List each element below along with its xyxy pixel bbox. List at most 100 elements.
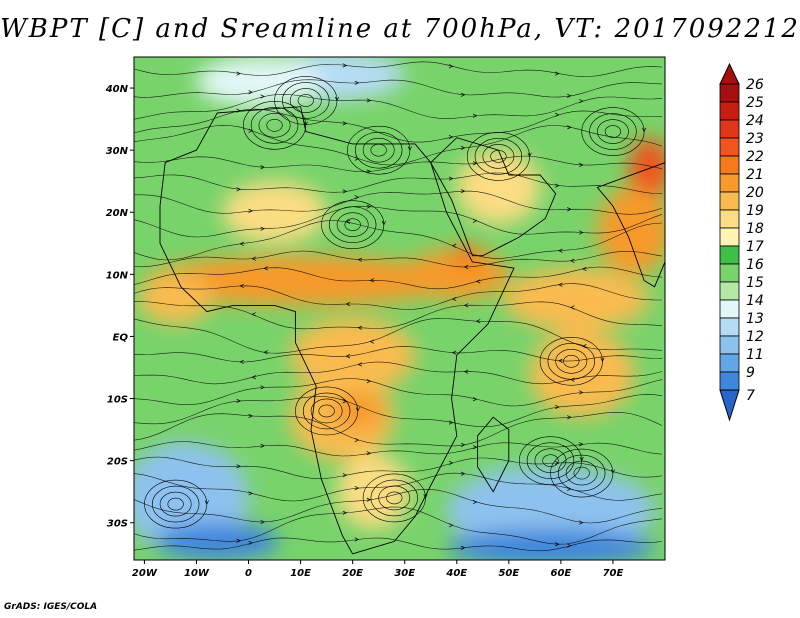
colorbar-label: 24 — [746, 113, 764, 129]
map-title: WBPT [C] and Sreamline at 700hPa, VT: 20… — [0, 14, 800, 44]
stream-arrow — [448, 523, 454, 528]
stream-arrow — [448, 460, 454, 466]
field-region-arabian-sea-warm — [503, 268, 650, 331]
stream-arrow — [263, 266, 268, 271]
stream-arrow — [579, 520, 584, 525]
stream-arrow — [569, 305, 575, 310]
lon-tick-label: 10W — [184, 568, 210, 579]
colorbar-swatch — [719, 299, 740, 319]
streamline-vortex — [482, 144, 515, 169]
stream-arrow — [357, 257, 363, 262]
streamline — [134, 346, 663, 363]
stream-arrow — [345, 354, 351, 359]
lon-tick-label: 20W — [132, 568, 158, 579]
stream-arrow — [451, 243, 457, 248]
colorbar-top-arrow — [719, 62, 740, 85]
coastline-madagascar — [477, 416, 510, 493]
colorbar-label: 18 — [746, 221, 764, 237]
stream-arrow — [567, 93, 572, 98]
streamline-vortex — [297, 94, 314, 107]
stream-arrow — [460, 442, 466, 447]
grads-credit: GrADS: IGES/COLA — [4, 602, 98, 612]
stream-arrow — [460, 145, 466, 150]
lat-tick-label: 20S — [107, 457, 128, 468]
stream-arrow — [239, 359, 244, 364]
colorbar-label: 20 — [746, 185, 764, 201]
colorbar-label: 23 — [746, 131, 764, 147]
stream-arrow — [342, 473, 348, 478]
streamlines — [134, 61, 663, 552]
stream-arrow — [357, 325, 363, 330]
stream-arrow — [579, 99, 584, 104]
colorbar-swatch — [719, 173, 740, 193]
stream-arrow — [354, 80, 360, 85]
stream-arrow — [366, 497, 372, 502]
stream-arrow — [236, 464, 242, 469]
stream-arrow — [366, 451, 372, 456]
colorbar-label: 19 — [746, 203, 764, 219]
field-region-arabia-warm — [456, 150, 541, 225]
stream-arrow — [263, 350, 268, 355]
streamline — [134, 124, 663, 166]
lat-tick-label: 20N — [106, 208, 129, 219]
stream-arrow — [366, 98, 372, 103]
field-region-south-indian-deep — [446, 528, 655, 560]
colorbar-swatch — [719, 263, 740, 283]
wbpt-shading — [134, 57, 665, 560]
streamline-vortex — [589, 113, 637, 150]
field-region-south-atlantic-deep — [154, 522, 280, 560]
stream-arrow — [260, 226, 266, 231]
streamline-vortex — [258, 113, 291, 138]
stream-arrow — [354, 156, 360, 161]
stream-arrow — [260, 443, 266, 448]
streamline — [134, 506, 663, 545]
streamline-vortex — [386, 491, 403, 505]
stream-arrow — [239, 283, 244, 288]
streamline-vortex — [370, 479, 418, 517]
stream-arrow — [204, 500, 209, 505]
stream-arrow — [354, 195, 360, 200]
coastline-africa — [159, 106, 515, 555]
stream-arrow — [345, 219, 351, 224]
stream-arrow — [448, 64, 454, 69]
stream-arrow — [567, 125, 572, 130]
stream-arrow — [355, 407, 360, 412]
streamline — [134, 61, 663, 77]
stream-arrow — [248, 208, 254, 213]
streamline-vortex — [597, 119, 629, 144]
stream-arrow — [342, 121, 348, 126]
stream-arrow — [303, 121, 308, 127]
stream-arrow — [260, 385, 266, 390]
stream-arrow — [366, 379, 372, 384]
stream-arrow — [260, 519, 266, 525]
lon-tick-label: 50E — [498, 568, 519, 579]
streamline — [134, 79, 663, 98]
stream-arrow — [357, 362, 363, 367]
stream-arrow — [251, 312, 256, 317]
colorbar-swatch — [719, 83, 740, 103]
streamline-vortex — [250, 107, 299, 144]
streamline-vortex — [310, 398, 343, 424]
stream-arrow — [451, 350, 457, 355]
streamline — [134, 108, 663, 143]
colorbar-label: 22 — [746, 149, 764, 165]
stream-arrow — [600, 357, 605, 363]
streamline-vortex — [526, 442, 575, 479]
streamline — [134, 394, 663, 428]
stream-arrow — [354, 537, 360, 542]
stream-arrow — [579, 162, 584, 168]
colorbar-swatch — [719, 335, 740, 355]
colorbar-swatch — [719, 191, 740, 211]
stream-arrow — [236, 398, 242, 404]
streamline — [134, 250, 663, 268]
colorbar-swatch — [719, 245, 740, 265]
streamline-vortex — [266, 119, 283, 132]
stream-arrow — [236, 71, 242, 76]
colorbar-label: 9 — [746, 365, 755, 381]
stream-arrow — [472, 397, 478, 402]
colorbar-swatch — [719, 227, 740, 247]
field-region-sahel-band — [144, 255, 457, 306]
stream-arrow — [334, 96, 340, 102]
streamline — [134, 488, 663, 524]
streamline-vortex — [542, 454, 559, 467]
